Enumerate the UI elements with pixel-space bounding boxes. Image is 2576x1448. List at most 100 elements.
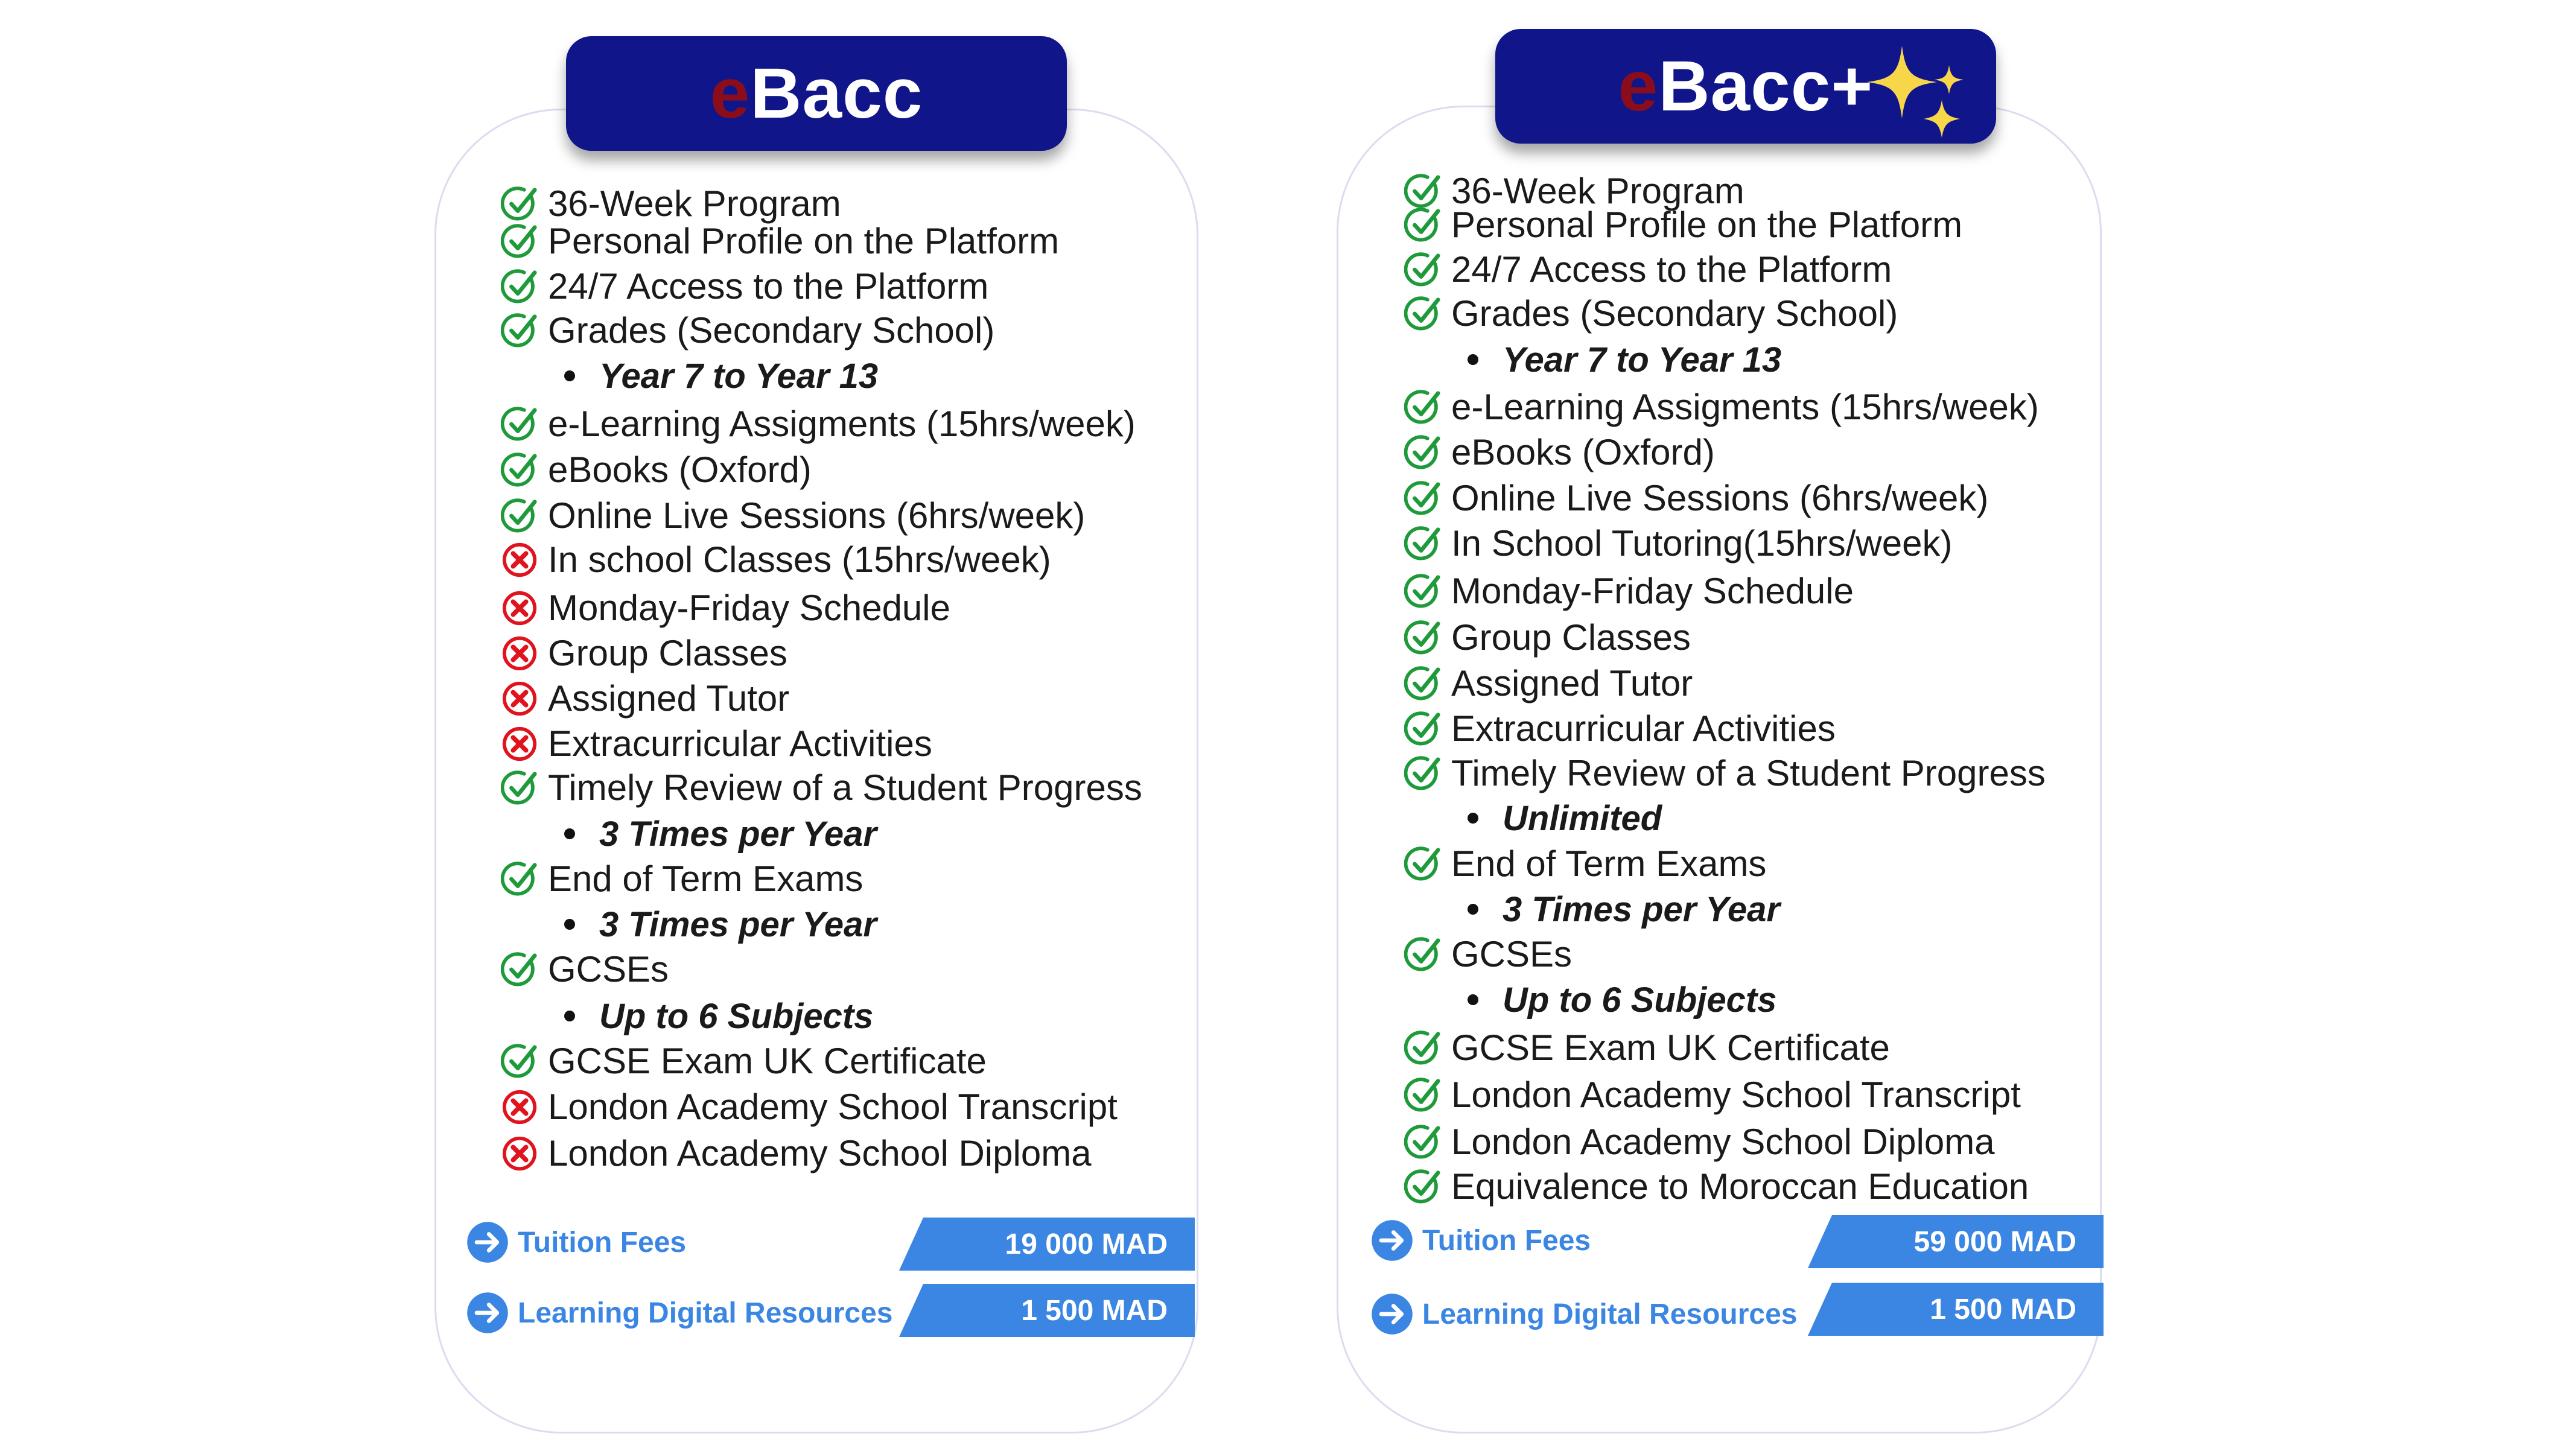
check-circle-icon <box>501 1044 537 1078</box>
plan-card-ebacc-plus <box>1337 106 2102 1434</box>
feature-label: End of Term Exams <box>548 859 863 899</box>
sparkles-icon <box>1867 46 1964 138</box>
feature-item: 36-Week Program <box>501 185 841 223</box>
feature-label: Personal Profile on the Platform <box>1451 205 1963 245</box>
x-circle-icon <box>502 636 537 671</box>
feature-label: London Academy School Transcript <box>1451 1075 2021 1115</box>
feature-label: Grades (Secondary School) <box>548 310 995 351</box>
feature-detail-text: Up to 6 Subjects <box>1503 980 1777 1020</box>
feature-label: London Academy School Transcript <box>548 1087 1118 1127</box>
bullet-dot <box>1468 994 1478 1005</box>
title-e-letter: e <box>710 54 751 133</box>
feature-item: London Academy School Transcript <box>1404 1076 2021 1114</box>
feature-item: GCSEs <box>1404 936 1572 973</box>
bullet-dot <box>564 1011 575 1021</box>
check-circle-icon <box>1404 1125 1440 1159</box>
feature-item: London Academy School Diploma <box>501 1135 1092 1172</box>
check-circle-icon <box>1404 756 1440 790</box>
feature-label: In school Classes (15hrs/week) <box>548 539 1051 580</box>
feature-label: London Academy School Diploma <box>548 1133 1092 1173</box>
tuition-fees-label: Tuition Fees <box>1370 1219 1591 1262</box>
check-circle-icon <box>501 224 537 258</box>
feature-item: Monday-Friday Schedule <box>501 589 950 627</box>
feature-detail: Year 7 to Year 13 <box>1468 340 1782 379</box>
feature-label: Online Live Sessions (6hrs/week) <box>1451 478 1989 518</box>
feature-detail-text: Year 7 to Year 13 <box>1503 340 1782 379</box>
digital-resources-price: 1 500 MAD <box>1808 1283 2104 1336</box>
bullet-dot <box>564 828 575 839</box>
feature-item: Assigned Tutor <box>501 680 789 717</box>
tuition-fees-label: Tuition Fees <box>466 1221 686 1264</box>
check-circle-icon <box>1404 481 1440 515</box>
check-circle-icon <box>1404 937 1440 971</box>
feature-label: 36-Week Program <box>548 183 841 224</box>
check-circle-icon <box>501 313 537 348</box>
check-circle-icon <box>1404 174 1440 208</box>
check-circle-icon <box>1404 1169 1440 1204</box>
feature-label: Assigned Tutor <box>548 678 790 719</box>
feature-label: Monday-Friday Schedule <box>1451 571 1854 611</box>
feature-label: GCSEs <box>548 949 669 989</box>
title-text: Bacc <box>750 54 923 133</box>
feature-item: Assigned Tutor <box>1404 665 1693 702</box>
feature-detail-text: 3 Times per Year <box>1503 889 1781 929</box>
check-circle-icon <box>1404 1030 1440 1065</box>
x-circle-icon <box>502 681 537 716</box>
feature-item: GCSEs <box>501 951 669 988</box>
feature-item: Timely Review of a Student Progress <box>1404 755 2046 792</box>
feature-item: Personal Profile on the Platform <box>1404 206 1962 244</box>
bullet-dot <box>1468 813 1478 824</box>
feature-label: Assigned Tutor <box>1451 663 1693 703</box>
title-e-letter: e <box>1618 46 1659 126</box>
feature-item: 24/7 Access to the Platform <box>501 268 988 305</box>
feature-label: Extracurricular Activities <box>1451 708 1836 749</box>
x-circle-icon <box>502 1136 537 1171</box>
feature-item: End of Term Exams <box>501 860 863 898</box>
feature-detail: Year 7 to Year 13 <box>564 356 879 396</box>
feature-item: End of Term Exams <box>1404 845 1766 883</box>
feature-item: Online Live Sessions (6hrs/week) <box>1404 480 1988 517</box>
plan-title-ebacc: e Bacc <box>566 36 1067 151</box>
check-circle-icon <box>1404 711 1440 746</box>
feature-item: Equivalence to Moroccan Education <box>1404 1168 2029 1205</box>
feature-label: In School Tutoring(15hrs/week) <box>1451 523 1953 564</box>
arrow-right-circle-icon <box>467 1292 508 1333</box>
feature-detail-text: Year 7 to Year 13 <box>599 356 879 396</box>
check-circle-icon <box>501 453 537 487</box>
plan-card-ebacc <box>434 109 1198 1434</box>
feature-label: e-Learning Assigments (15hrs/week) <box>548 404 1136 444</box>
fee-label-text: Tuition Fees <box>1422 1224 1591 1257</box>
feature-label: Timely Review of a Student Progress <box>548 767 1142 808</box>
check-circle-icon <box>1404 574 1440 608</box>
feature-item: GCSE Exam UK Certificate <box>501 1043 987 1080</box>
feature-detail: 3 Times per Year <box>564 904 877 944</box>
fee-label-text: Learning Digital Resources <box>518 1297 893 1329</box>
check-circle-icon <box>1404 296 1440 331</box>
feature-detail-text: 3 Times per Year <box>599 904 877 944</box>
bullet-dot <box>564 370 575 381</box>
feature-item: In School Tutoring(15hrs/week) <box>1404 525 1952 562</box>
feature-label: Grades (Secondary School) <box>1451 293 1898 334</box>
feature-label: Equivalence to Moroccan Education <box>1451 1166 2029 1207</box>
feature-item: Group Classes <box>501 635 787 672</box>
feature-label: Personal Profile on the Platform <box>548 221 1060 261</box>
feature-item: In school Classes (15hrs/week) <box>501 541 1051 579</box>
bullet-dot <box>1468 354 1478 365</box>
feature-label: Group Classes <box>1451 617 1691 658</box>
arrow-right-circle-icon <box>1372 1220 1413 1261</box>
feature-label: End of Term Exams <box>1451 843 1767 884</box>
feature-item: GCSE Exam UK Certificate <box>1404 1029 1890 1067</box>
feature-item: Grades (Secondary School) <box>501 312 994 349</box>
fee-label-text: Tuition Fees <box>518 1226 687 1259</box>
feature-label: 24/7 Access to the Platform <box>548 266 989 306</box>
feature-label: Online Live Sessions (6hrs/week) <box>548 495 1086 536</box>
feature-item: Extracurricular Activities <box>1404 710 1836 748</box>
check-circle-icon <box>1404 526 1440 560</box>
feature-label: Group Classes <box>548 633 787 673</box>
feature-item: Group Classes <box>1404 619 1691 656</box>
check-circle-icon <box>1404 390 1440 424</box>
check-circle-icon <box>1404 208 1440 242</box>
feature-label: 36-Week Program <box>1451 171 1744 211</box>
feature-detail-text: Unlimited <box>1503 798 1662 838</box>
title-text: Bacc+ <box>1658 46 1874 126</box>
